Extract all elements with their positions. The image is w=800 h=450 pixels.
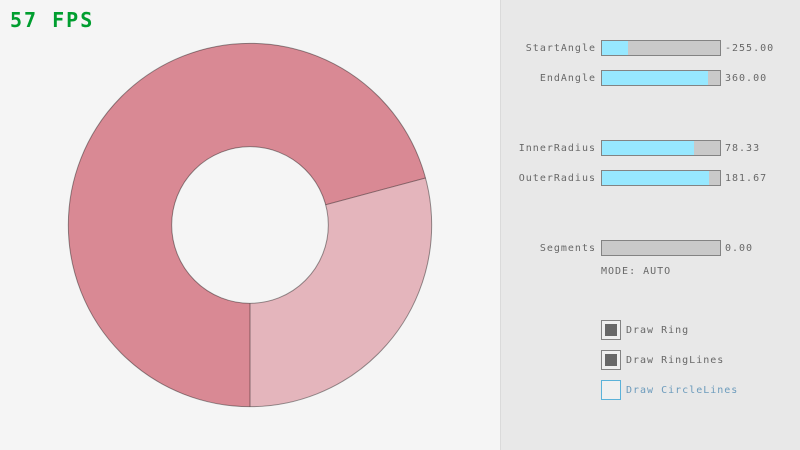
segments-slider[interactable] <box>601 240 721 256</box>
draw-circlelines-label: Draw CircleLines <box>626 385 739 396</box>
draw-circlelines-checkbox[interactable] <box>601 380 621 400</box>
endangle-label: EndAngle <box>539 73 596 84</box>
startangle-slider[interactable] <box>601 40 721 56</box>
outerradius-label: OuterRadius <box>518 173 596 184</box>
segments-value: 0.00 <box>725 243 754 254</box>
endangle-slider-fill <box>602 71 709 85</box>
outerradius-slider-fill <box>602 171 710 185</box>
draw-circlelines-row: Draw CircleLines <box>501 380 800 400</box>
draw-ringlines-label: Draw RingLines <box>626 355 725 366</box>
innerradius-slider-fill <box>602 141 695 155</box>
check-mark-icon <box>605 324 617 336</box>
segments-label: Segments <box>539 243 596 254</box>
innerradius-label: InnerRadius <box>518 143 596 154</box>
ring-sector-light <box>250 177 432 407</box>
startangle-value: -255.00 <box>725 43 775 54</box>
innerradius-row: InnerRadius 78.33 <box>501 140 800 156</box>
innerradius-value: 78.33 <box>725 143 761 154</box>
fps-counter: 57 FPS <box>10 8 95 32</box>
check-mark-icon <box>605 354 617 366</box>
outerradius-row: OuterRadius 181.67 <box>501 170 800 186</box>
startangle-row: StartAngle -255.00 <box>501 40 800 56</box>
draw-ring-row: Draw Ring <box>501 320 800 340</box>
ring-sector-dark <box>68 43 426 407</box>
ring-outer-line <box>67 42 433 408</box>
draw-ringlines-checkbox[interactable] <box>601 350 621 370</box>
draw-ring-checkbox[interactable] <box>601 320 621 340</box>
outerradius-slider[interactable] <box>601 170 721 186</box>
draw-ringlines-row: Draw RingLines <box>501 350 800 370</box>
segments-row: Segments 0.00 <box>501 240 800 256</box>
endangle-row: EndAngle 360.00 <box>501 70 800 86</box>
endangle-slider[interactable] <box>601 70 721 86</box>
segments-mode-text: MODE: AUTO <box>601 266 672 277</box>
draw-ring-label: Draw Ring <box>626 325 690 336</box>
ring-lines <box>67 42 433 408</box>
controls-panel: StartAngle -255.00 EndAngle 360.00 Inner… <box>500 0 800 450</box>
outerradius-value: 181.67 <box>725 173 768 184</box>
innerradius-slider[interactable] <box>601 140 721 156</box>
endangle-value: 360.00 <box>725 73 768 84</box>
ring-cap-line-start <box>325 177 426 206</box>
startangle-label: StartAngle <box>525 43 596 54</box>
ring-inner-line <box>171 146 329 304</box>
startangle-slider-fill <box>602 41 628 55</box>
